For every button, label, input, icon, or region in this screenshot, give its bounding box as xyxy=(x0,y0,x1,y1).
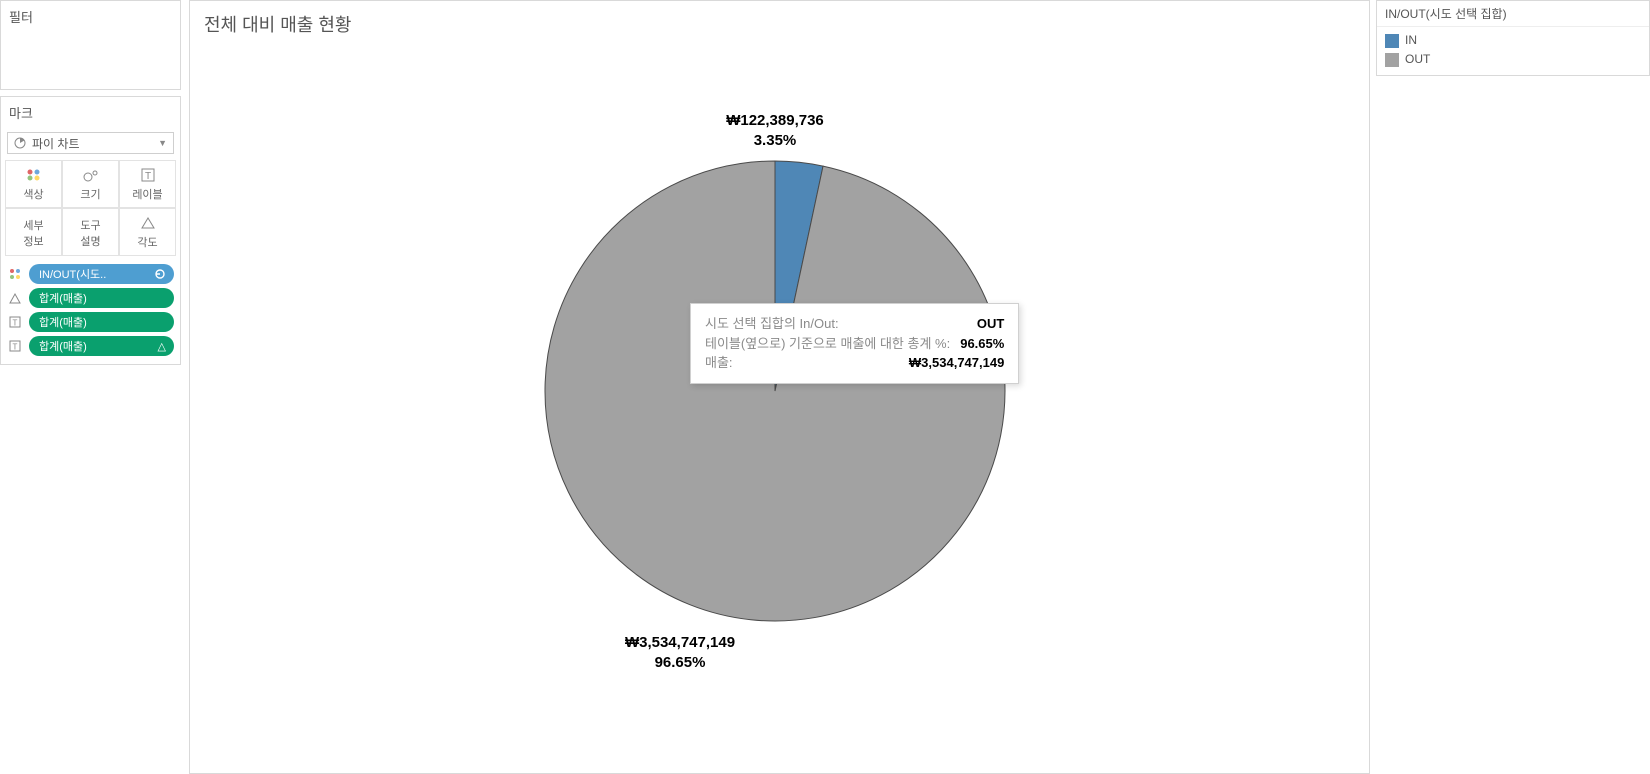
color-icon xyxy=(26,166,42,184)
tooltip-value: OUT xyxy=(977,314,1004,334)
pie-icon xyxy=(14,137,26,149)
tooltip-label: 시도 선택 집합의 In/Out: xyxy=(705,314,839,334)
size-icon xyxy=(82,166,100,184)
pie-slice-out[interactable] xyxy=(545,161,1005,621)
field-pill[interactable]: 합계(매출) xyxy=(29,312,174,332)
chart-tooltip: 시도 선택 집합의 In/Out:OUT테이블(옆으로) 기준으로 매출에 대한… xyxy=(690,303,1019,384)
tooltip-label: 테이블(옆으로) 기준으로 매출에 대한 총계 %: xyxy=(705,334,950,354)
mark-shelf-grid: 색상 크기 T 레이블 세부 정보 xyxy=(1,160,180,260)
pie-slice-label-out: ₩3,534,747,14996.65% xyxy=(580,633,780,674)
field-pill-label: 합계(매출) xyxy=(39,338,87,354)
tooltip-row: 매출: ₩3,534,747,149 xyxy=(705,353,1004,373)
tooltip-label: 매출: xyxy=(705,353,733,373)
chart-stage: ₩122,389,7363.35%₩3,534,747,14996.65%시도 … xyxy=(190,41,1369,773)
field-pill[interactable]: IN/OUT(시도.. xyxy=(29,264,174,284)
mark-cell-color-label: 색상 xyxy=(23,186,43,202)
filter-panel-header: 필터 xyxy=(1,1,180,32)
color-slot-icon xyxy=(7,267,23,281)
chevron-down-icon: ▼ xyxy=(158,138,167,148)
mark-cell-size[interactable]: 크기 xyxy=(62,160,119,208)
legend-box: IN/OUT(시도 선택 집합) INOUT xyxy=(1376,0,1650,76)
angle-slot-icon xyxy=(7,292,23,304)
mark-cell-tooltip[interactable]: 도구 설명 xyxy=(62,208,119,256)
marks-panel: 마크 파이 차트 ▼ 색상 xyxy=(0,96,181,365)
svg-text:T: T xyxy=(144,171,150,182)
field-pill[interactable]: 합계(매출) △ xyxy=(29,336,174,356)
filter-panel: 필터 xyxy=(0,0,181,90)
app-root: 필터 마크 파이 차트 ▼ 색상 xyxy=(0,0,1650,774)
pie-slice-value: ₩3,534,747,149 xyxy=(580,633,780,653)
pie-slice-value: ₩122,389,736 xyxy=(675,111,875,131)
legend-swatch xyxy=(1385,34,1399,48)
set-icon xyxy=(154,268,166,280)
marks-panel-header: 마크 xyxy=(1,97,180,128)
mark-cell-color[interactable]: 색상 xyxy=(5,160,62,208)
mark-cell-label[interactable]: T 레이블 xyxy=(119,160,176,208)
mark-pill-row: 합계(매출) xyxy=(7,288,174,308)
legend-item-label: IN xyxy=(1405,31,1417,50)
side-panels: 필터 마크 파이 차트 ▼ 색상 xyxy=(0,0,185,774)
mark-cell-detail-label: 세부 정보 xyxy=(23,217,43,249)
chart-area: 전체 대비 매출 현황 ₩122,389,7363.35%₩3,534,747,… xyxy=(189,0,1370,774)
field-pill-label: IN/OUT(시도.. xyxy=(39,266,106,282)
legend-swatch xyxy=(1385,53,1399,67)
legend-header: IN/OUT(시도 선택 집합) xyxy=(1377,1,1649,27)
svg-text:T: T xyxy=(13,319,18,328)
field-pill-label: 합계(매출) xyxy=(39,290,87,306)
mark-type-dropdown[interactable]: 파이 차트 ▼ xyxy=(7,132,174,154)
label-slot-icon: T xyxy=(7,316,23,328)
angle-icon xyxy=(140,214,156,232)
field-pill-label: 합계(매출) xyxy=(39,314,87,330)
mark-type-label: 파이 차트 xyxy=(32,135,80,152)
mark-pill-list: IN/OUT(시도.. 합계(매출) T 합계(매출) T 합계(매출) △ xyxy=(1,260,180,364)
mark-cell-detail[interactable]: 세부 정보 xyxy=(5,208,62,256)
tooltip-row: 테이블(옆으로) 기준으로 매출에 대한 총계 %: 96.65% xyxy=(705,334,1004,354)
svg-text:T: T xyxy=(13,343,18,352)
mark-cell-label-label: 레이블 xyxy=(132,186,162,202)
tooltip-row: 시도 선택 집합의 In/Out: OUT xyxy=(705,314,1004,334)
legend-item-label: OUT xyxy=(1405,50,1430,69)
pie-slice-pct: 96.65% xyxy=(580,653,780,673)
legend-item[interactable]: OUT xyxy=(1385,50,1641,69)
mark-pill-row: IN/OUT(시도.. xyxy=(7,264,174,284)
mark-cell-angle[interactable]: 각도 xyxy=(119,208,176,256)
mark-cell-tooltip-label: 도구 설명 xyxy=(80,217,100,249)
pie-slice-label-in: ₩122,389,7363.35% xyxy=(675,111,875,152)
table-calc-icon: △ xyxy=(158,340,166,353)
mark-cell-angle-label: 각도 xyxy=(137,234,157,250)
mark-pill-row: T 합계(매출) xyxy=(7,312,174,332)
label-icon: T xyxy=(140,166,156,184)
legend-item[interactable]: IN xyxy=(1385,31,1641,50)
mark-cell-size-label: 크기 xyxy=(80,186,100,202)
legend-items: INOUT xyxy=(1377,27,1649,75)
field-pill[interactable]: 합계(매출) xyxy=(29,288,174,308)
legend-panel: IN/OUT(시도 선택 집합) INOUT xyxy=(1370,0,1650,774)
mark-pill-row: T 합계(매출) △ xyxy=(7,336,174,356)
tooltip-value: ₩3,534,747,149 xyxy=(909,353,1004,373)
label-slot-icon: T xyxy=(7,340,23,352)
pie-slice-pct: 3.35% xyxy=(675,131,875,151)
tooltip-value: 96.65% xyxy=(960,334,1004,354)
